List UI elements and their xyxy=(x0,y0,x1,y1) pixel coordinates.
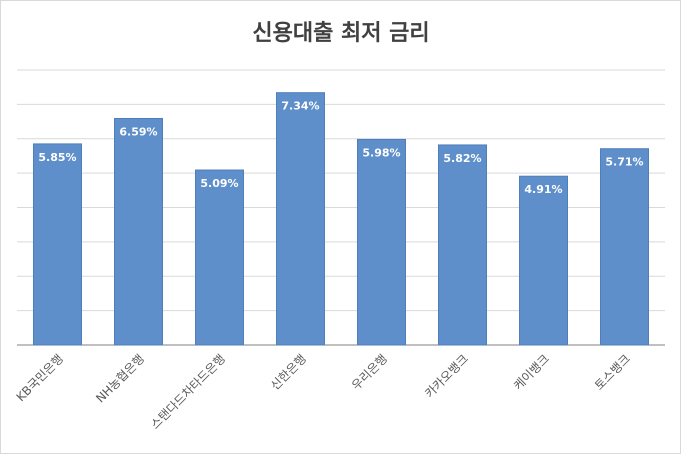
bar xyxy=(276,92,325,346)
data-label: 5.82% xyxy=(443,152,481,165)
bar xyxy=(195,169,244,346)
bar xyxy=(357,138,406,346)
data-label: 4.91% xyxy=(524,183,562,196)
data-label: 7.34% xyxy=(281,100,319,113)
data-label: 5.09% xyxy=(200,177,238,190)
data-label: 5.98% xyxy=(362,146,400,159)
bar xyxy=(438,144,487,346)
data-label: 6.59% xyxy=(119,125,157,138)
data-label: 5.71% xyxy=(605,156,643,169)
chart-title: 신용대출 최저 금리 xyxy=(252,21,429,46)
data-label: 5.85% xyxy=(38,151,76,164)
bar xyxy=(519,175,568,346)
bar xyxy=(600,148,649,346)
bar xyxy=(114,117,163,346)
bar xyxy=(33,143,82,346)
